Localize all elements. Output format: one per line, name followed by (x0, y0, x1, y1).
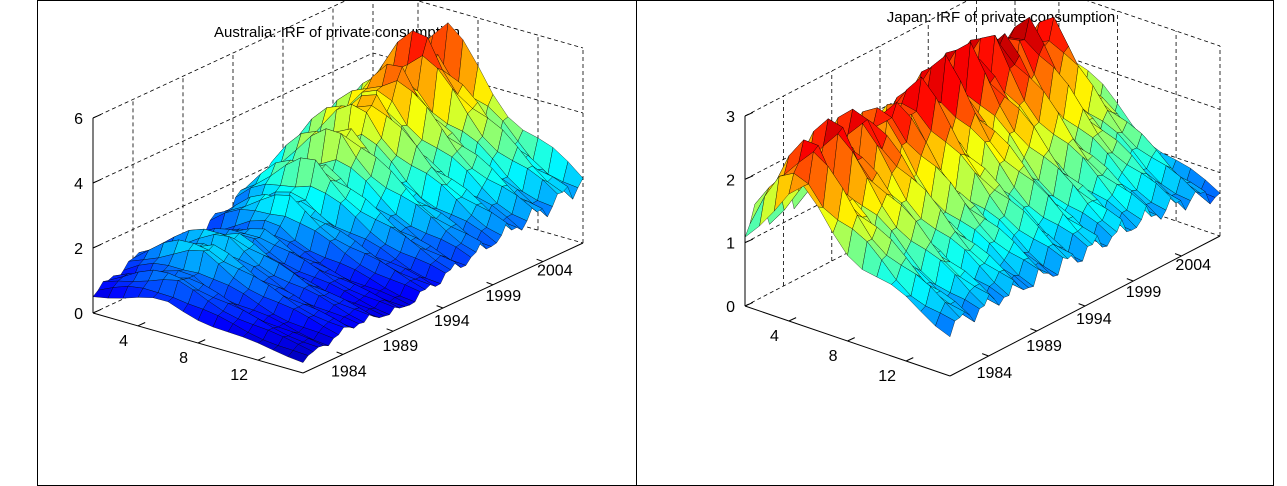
year-tick (486, 281, 494, 286)
australia-chart: Australia: IRF of private consumption 0 2… (74, 0, 584, 384)
z-tick (744, 238, 754, 244)
surface-facet (935, 312, 956, 338)
year-tick-label: 1999 (1126, 284, 1162, 301)
horizon-tick-label: 4 (119, 333, 128, 350)
year-tick (981, 353, 989, 357)
year-tick-label: 1994 (434, 313, 470, 330)
z-tick (744, 301, 754, 307)
horizon-tick (197, 339, 206, 344)
chart-title: Japan: IRF of private consumption (887, 9, 1115, 26)
horizon-tick (257, 356, 266, 361)
year-tick-label: 1989 (1026, 338, 1062, 355)
z-tick-label: 4 (74, 176, 83, 193)
year-tick-label: 2004 (537, 263, 573, 280)
z-tick (744, 175, 754, 180)
z-tick-label: 0 (74, 306, 83, 323)
z-tick (92, 243, 102, 249)
surface-plot (92, 22, 584, 363)
surface-plot (744, 16, 1221, 338)
japan-chart: Japan: IRF of private consumption 012348… (726, 0, 1221, 385)
year-tick (1030, 328, 1037, 332)
horizon-tick (788, 317, 797, 322)
horizon-tick-label: 8 (179, 350, 188, 367)
year-tick-label: 1989 (383, 338, 419, 355)
z-tick-label: 0 (726, 299, 735, 316)
year-tick (1174, 253, 1182, 257)
year-tick (1078, 303, 1086, 307)
surface-facet (287, 350, 309, 363)
z-tick (92, 178, 102, 184)
horizon-tick-label: 12 (878, 368, 896, 385)
year-tick (1126, 278, 1134, 282)
gridline (744, 0, 1221, 117)
z-tick-label: 2 (74, 241, 83, 258)
z-tick-label: 6 (74, 111, 83, 128)
z-tick (92, 308, 102, 314)
year-tick-label: 2004 (1175, 257, 1211, 274)
z-tick (744, 111, 754, 117)
chart-title: Australia: IRF of private consumption (214, 24, 460, 41)
year-tick-label: 1984 (977, 365, 1013, 382)
z-tick-label: 1 (726, 236, 735, 253)
z-tick-label: 2 (726, 172, 735, 189)
year-tick (386, 328, 394, 332)
z-tick-label: 3 (726, 109, 735, 126)
year-tick-label: 1999 (486, 288, 522, 305)
year-tick-label: 1984 (331, 363, 367, 380)
axes: 0 2 4 6 4 8 12 1984 1989 1994 1999 2004 (74, 111, 584, 384)
year-tick (336, 351, 344, 355)
horizon-tick-label: 8 (829, 348, 838, 365)
horizon-tick (847, 337, 855, 342)
horizon-tick (137, 322, 146, 327)
year-tick (436, 305, 444, 309)
year-tick (536, 258, 544, 263)
z-tick (92, 113, 102, 119)
year-tick-label: 1994 (1076, 311, 1112, 328)
horizon-tick-label: 12 (230, 367, 248, 384)
horizon-tick-label: 4 (770, 328, 779, 345)
horizon-tick (905, 357, 914, 362)
